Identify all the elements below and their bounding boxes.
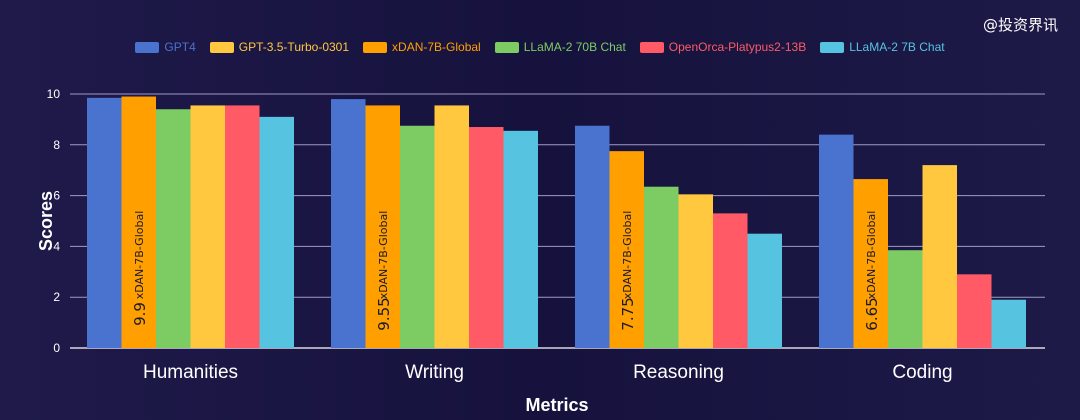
bar-llama-2-70b-chat-reasoning [644,186,679,348]
bar-value-label: 6.65 [863,297,881,330]
bar-value-label: 9.9 [131,302,149,326]
y-tick-label: 4 [53,239,60,253]
y-tick-label: 10 [47,87,61,101]
legend-label: GPT-3.5-Turbo-0301 [238,40,350,54]
y-tick-label: 2 [53,290,60,304]
legend-label: xDAN-7B-Global [392,40,481,54]
bar-llama-2-70b-chat-humanities [156,109,191,349]
bar-gpt-3-5-turbo-0301-humanities [190,105,225,349]
x-tick-label: Coding [892,362,952,383]
legend-label: LLaMA-2 70B Chat [523,40,626,54]
bar-gpt4-reasoning [575,125,610,348]
bar-openorca-platypus2-13b-writing [469,127,504,349]
bar-value-label: 7.75 [619,297,637,330]
legend-swatch [820,41,845,53]
y-tick-label: 6 [53,189,60,203]
legend-label: LLaMA-2 7B Chat [849,40,945,54]
y-axis-title: Scores [36,191,56,251]
bar-xdan-7b-global-writing [365,105,400,349]
bar-xdan-7b-global-reasoning [609,151,644,348]
legend-swatch [363,41,388,53]
bar-inner-label: xDAN-7B-Global [865,211,878,300]
bar-xdan-7b-global-humanities [121,96,156,348]
bar-gpt-3-5-turbo-0301-coding [922,165,957,348]
legend-item-gpt4[interactable]: GPT4 [135,40,196,54]
bar-llama-2-7b-chat-reasoning [747,233,782,348]
bar-gpt4-humanities [87,97,122,348]
y-tick-label: 8 [53,138,60,152]
y-tick-label: 0 [53,341,60,355]
chart-legend: GPT4 GPT-3.5-Turbo-0301 xDAN-7B-Global LLaM… [0,40,1080,54]
bar-llama-2-70b-chat-writing [400,125,435,348]
watermark-text: @投资界讯 [982,16,1058,34]
bar-llama-2-7b-chat-coding [991,299,1026,348]
legend-swatch [639,41,664,53]
bar-inner-label: xDAN-7B-Global [133,211,146,300]
bar-llama-2-7b-chat-humanities [259,116,294,348]
bar-gpt-3-5-turbo-0301-writing [434,105,469,349]
bar-openorca-platypus2-13b-coding [957,274,992,348]
legend-item-llama-2-70b-chat[interactable]: LLaMA-2 70B Chat [494,40,626,54]
legend-item-openorca-platypus2-13b[interactable]: OpenOrca-Platypus2-13B [639,40,807,54]
x-axis-title: Metrics [525,395,588,415]
legend-item-xdan-7b-global[interactable]: xDAN-7B-Global [363,40,481,54]
bar-gpt-3-5-turbo-0301-reasoning [678,194,713,348]
bar-openorca-platypus2-13b-reasoning [713,213,748,348]
bar-inner-label: xDAN-7B-Global [377,211,390,300]
bar-gpt4-writing [331,99,366,348]
legend-label: GPT4 [164,40,196,54]
x-tick-label: Writing [405,362,464,383]
legend-swatch [494,41,519,53]
x-tick-label: Reasoning [633,362,724,383]
bar-llama-2-70b-chat-coding [888,250,923,348]
bar-value-label: 9.55 [375,297,393,330]
legend-swatch [209,41,234,53]
legend-swatch [135,41,160,53]
legend-label: OpenOrca-Platypus2-13B [668,40,807,54]
x-tick-label: Humanities [143,362,238,383]
legend-item-llama-2-7b-chat[interactable]: LLaMA-2 7B Chat [820,40,945,54]
legend-item-gpt-3-5-turbo-0301[interactable]: GPT-3.5-Turbo-0301 [209,40,350,54]
bar-inner-label: xDAN-7B-Global [621,211,634,300]
bar-xdan-7b-global-coding [853,179,888,348]
bar-gpt4-coding [819,134,854,348]
bar-llama-2-7b-chat-writing [503,130,538,348]
bar-openorca-platypus2-13b-humanities [225,105,260,349]
